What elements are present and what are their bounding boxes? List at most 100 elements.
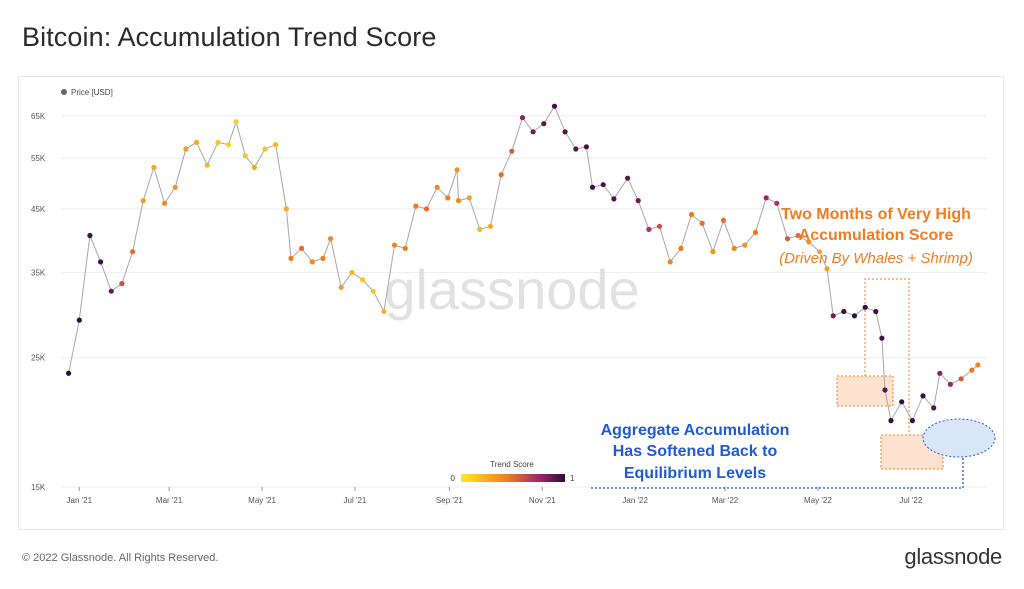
price-point — [423, 206, 430, 212]
price-point — [391, 242, 398, 248]
price-point — [349, 269, 355, 276]
price-point — [830, 313, 836, 319]
price-point — [288, 255, 294, 261]
price-point — [573, 146, 579, 152]
price-point — [108, 288, 114, 294]
price-point — [882, 387, 888, 393]
price-point — [731, 245, 737, 251]
price-point — [76, 317, 82, 323]
price-point — [851, 313, 858, 319]
price-point — [454, 167, 460, 173]
x-tick-label: May '21 — [248, 496, 276, 505]
price-point — [225, 142, 232, 148]
price-point — [589, 184, 596, 190]
price-point — [445, 195, 451, 201]
price-point — [611, 196, 617, 202]
price-point — [752, 229, 759, 235]
annotation-orange-line3: (Driven By Whales + Shrimp) — [779, 250, 973, 267]
price-point — [193, 139, 200, 145]
price-point — [434, 184, 440, 190]
price-point — [283, 206, 289, 212]
price-point — [774, 200, 780, 206]
colorbar: Trend Score 0 1 — [451, 460, 575, 483]
annotation-blue-line3: Equilibrium Levels — [624, 465, 766, 482]
price-point — [688, 211, 695, 218]
price-point — [720, 217, 727, 223]
colorbar-min: 0 — [451, 474, 456, 483]
y-tick-label: 35K — [31, 268, 46, 277]
page-title: Bitcoin: Accumulation Trend Score — [22, 22, 437, 52]
price-point — [262, 146, 268, 152]
price-point — [381, 308, 387, 315]
price-point — [242, 153, 248, 159]
price-point — [509, 148, 515, 154]
annotation-orange-line2: Accumulation Score — [799, 227, 954, 244]
price-point — [562, 129, 568, 135]
price-point — [699, 220, 705, 226]
annotation-orange-line1: Two Months of Very High — [781, 206, 971, 223]
price-point — [519, 115, 526, 121]
price-point — [678, 245, 684, 251]
price-point — [806, 239, 812, 245]
price-point — [466, 195, 472, 201]
price-point — [498, 172, 504, 178]
price-point — [299, 245, 305, 251]
price-point — [251, 164, 257, 170]
price-point — [87, 232, 93, 239]
price-point — [920, 393, 926, 399]
price-point — [455, 198, 462, 204]
x-axis: Jan '21 Mar '21 May '21 Jul '21 Sep '21 Nov '… — [67, 487, 923, 505]
price-point — [667, 259, 673, 265]
series-legend: Price [USD] — [61, 88, 113, 97]
price-point — [162, 200, 168, 206]
x-tick-label: Nov '21 — [529, 496, 556, 505]
price-points — [66, 103, 981, 424]
price-point — [233, 119, 239, 125]
price-point — [795, 232, 801, 239]
annotation-blue-line1: Aggregate Accumulation — [601, 422, 790, 439]
price-point — [958, 376, 964, 382]
watermark: glassnode — [384, 258, 639, 321]
price-point — [215, 139, 221, 145]
y-tick-label: 45K — [31, 205, 46, 214]
x-tick-label: May '22 — [804, 496, 832, 505]
x-tick-label: Jul '21 — [344, 496, 367, 505]
price-point — [710, 249, 716, 255]
price-point — [370, 288, 376, 294]
y-tick-label: 55K — [31, 154, 46, 163]
price-point — [204, 162, 210, 168]
price-point — [937, 370, 943, 376]
price-point — [360, 277, 366, 283]
y-axis: 15K 25K 35K 45K 55K 65K — [31, 112, 46, 492]
price-point — [140, 198, 146, 204]
price-point — [947, 381, 954, 387]
price-point — [477, 226, 483, 232]
price-point — [841, 308, 847, 315]
x-tick-label: Jul '22 — [899, 496, 922, 505]
price-point — [541, 121, 547, 127]
chart-card: 15K 25K 35K 45K 55K 65K Jan '21 Mar '21 May '21… — [18, 76, 1004, 530]
price-point — [784, 236, 791, 242]
price-point — [413, 203, 419, 209]
price-point — [656, 223, 663, 229]
colorbar-gradient — [461, 474, 565, 482]
price-point — [600, 182, 606, 188]
price-point — [402, 245, 408, 251]
price-point — [969, 367, 975, 373]
price-point — [909, 418, 916, 424]
blue-connector — [591, 457, 964, 489]
price-point — [487, 223, 494, 229]
price-point — [530, 129, 536, 135]
price-point — [742, 242, 748, 248]
price-point — [635, 198, 641, 204]
price-point — [273, 142, 279, 148]
annotation-blue-line2: Has Softened Back to — [613, 443, 778, 460]
y-tick-label: 15K — [31, 483, 46, 492]
price-point — [151, 164, 157, 170]
x-tick-label: Sep '21 — [436, 496, 463, 505]
copyright: © 2022 Glassnode. All Rights Reserved. — [22, 552, 219, 564]
price-point — [888, 418, 894, 424]
price-point — [183, 146, 189, 152]
price-point — [583, 144, 590, 150]
price-point — [763, 195, 769, 201]
